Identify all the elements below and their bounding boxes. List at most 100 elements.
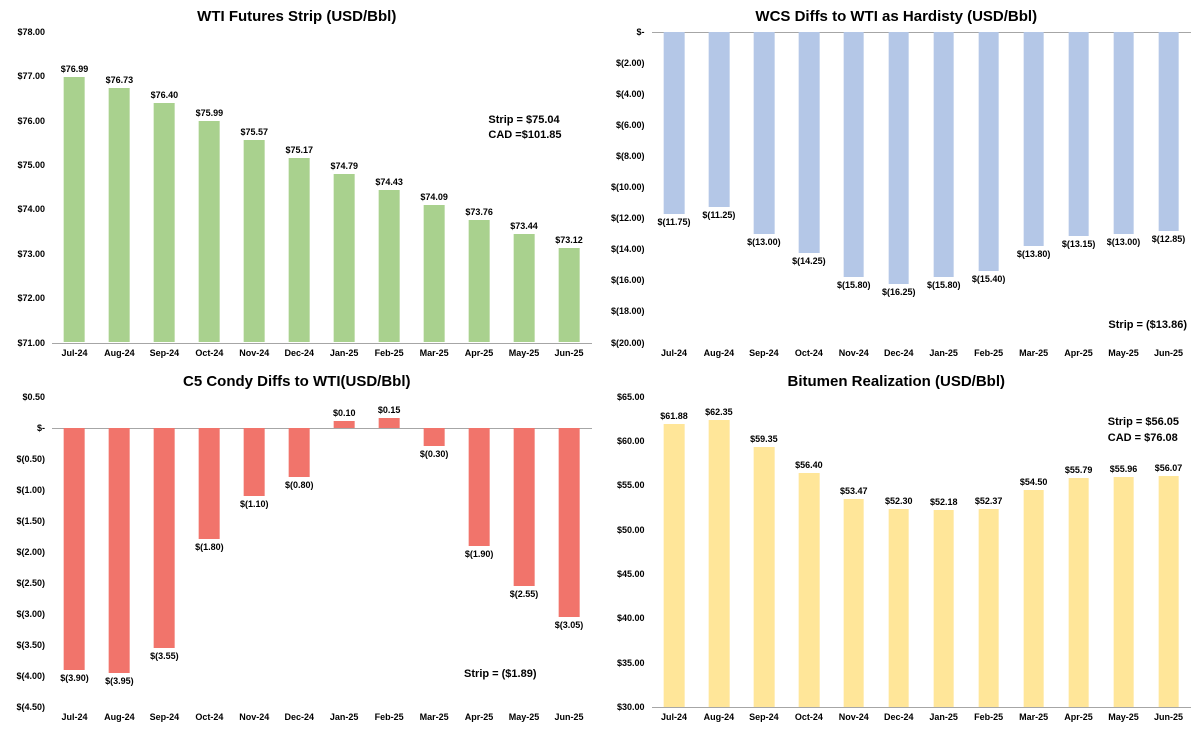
bar [663, 32, 685, 215]
bar-value-label: $(3.90) [60, 672, 89, 683]
x-tick-label: Sep-24 [749, 712, 779, 722]
bar-slot: $(16.25) [876, 32, 921, 343]
bar-slot: $(3.55) [142, 397, 187, 708]
bar [1113, 476, 1134, 707]
bar-value-label: $(11.25) [702, 209, 736, 220]
x-tick-label: Jan-25 [929, 347, 958, 358]
x-tick-label: Mar-25 [1019, 347, 1049, 358]
bar [708, 32, 730, 207]
bar [888, 32, 910, 285]
bar-value-label: $(3.05) [554, 619, 584, 630]
annotation-line: Strip = $75.04 [488, 113, 560, 126]
bar-slot: $(15.80) [921, 32, 966, 343]
bar [288, 427, 310, 478]
y-tick-label: $(1.50) [16, 515, 45, 526]
bar [798, 472, 820, 707]
bar [513, 427, 535, 586]
y-tick-label: $72.00 [17, 293, 45, 304]
y-tick-label: $65.00 [616, 391, 645, 402]
x-tick-label: Jun-25 [1153, 712, 1183, 722]
y-tick-label: $(10.00) [610, 182, 645, 193]
bar [333, 421, 355, 428]
bar-slot: $73.76 [457, 32, 502, 343]
x-tick-label: Dec-24 [284, 347, 314, 358]
x-tick-label: Feb-25 [374, 712, 404, 722]
bar-slot: $76.99 [52, 32, 97, 343]
bar-slot: $73.44 [502, 32, 547, 343]
bar [933, 510, 955, 707]
x-tick-label: May-25 [508, 347, 540, 358]
y-tick-label: $(14.00) [610, 244, 645, 255]
y-tick-label: $(4.00) [615, 89, 645, 100]
x-tick-label: Oct-24 [794, 347, 823, 358]
chart-title: Bitumen Realization (USD/Bbl) [787, 372, 1005, 390]
y-tick-label: $(4.50) [16, 702, 45, 712]
bar-value-label: $(12.85) [1151, 234, 1186, 245]
bar-slot: $(1.80) [187, 397, 232, 708]
bar-slot: $73.12 [547, 32, 592, 343]
bar-value-label: $52.18 [929, 497, 958, 508]
y-tick-label: $(6.00) [615, 120, 645, 131]
bar-slot: $55.79 [1056, 397, 1101, 708]
bar-slot: $76.73 [97, 32, 142, 343]
x-tick-label: Oct-24 [195, 347, 224, 358]
bar-slot: $75.17 [277, 32, 322, 343]
y-tick-label: $(0.50) [16, 453, 45, 464]
y-tick-label: $(18.00) [610, 306, 645, 317]
bar [708, 420, 730, 707]
x-tick-label: Aug-24 [104, 712, 135, 722]
x-tick-label: May-25 [1108, 712, 1139, 722]
y-axis: $65.00 $60.00 $55.00 $50.00 $45.00 $40.00 $35.… [602, 392, 652, 713]
bar [109, 427, 130, 673]
x-tick-label: Jun-25 [1153, 347, 1183, 358]
x-tick-label: Jun-25 [554, 347, 584, 358]
bar-value-label: $56.40 [795, 459, 823, 470]
chart-c5-condy-diffs: C5 Condy Diffs to WTI(USD/Bbl) $0.50 $- $(… [0, 365, 600, 729]
x-tick-label: Apr-25 [464, 347, 494, 358]
bar-slot: $62.35 [696, 397, 741, 708]
bar-slot: $(3.95) [97, 397, 142, 708]
annotation: Strip = ($1.89) [464, 667, 536, 682]
bar-value-label: $55.79 [1064, 465, 1093, 476]
x-tick-label: Aug-24 [703, 347, 735, 358]
x-axis: Jul-24 Aug-24 Sep-24 Oct-24 Nov-24 Dec-24 Jan-… [52, 343, 592, 363]
bar-slot: $(0.80) [277, 397, 322, 708]
bar [753, 446, 775, 707]
y-tick-label: $73.00 [17, 248, 45, 259]
bar-slot: $(13.15) [1056, 32, 1101, 343]
y-tick-label: $- [36, 422, 45, 433]
bar [1158, 32, 1179, 232]
bar-value-label: $(2.55) [509, 588, 539, 599]
x-tick-label: Jul-24 [660, 347, 687, 358]
y-tick-label: $(8.00) [615, 151, 645, 162]
x-tick-label: Nov-24 [838, 712, 869, 722]
bar-slot: $(0.30) [412, 397, 457, 708]
plot-area: Strip = $56.05 CAD = $76.08 $61.88 $62.35… [651, 397, 1191, 708]
bar-value-label: $(16.25) [881, 287, 916, 298]
bar-value-label: $(13.00) [1106, 236, 1141, 247]
bar-value-label: $(13.15) [1061, 239, 1096, 250]
y-tick-label: $45.00 [616, 568, 645, 579]
bar-slot: $(1.10) [232, 397, 277, 708]
bar-slot: $52.18 [921, 397, 966, 708]
y-tick-label: $40.00 [616, 613, 645, 624]
bar [243, 427, 265, 496]
bar-value-label: $76.40 [150, 89, 179, 100]
bar-slot: $(12.85) [1146, 32, 1191, 343]
x-tick-label: May-25 [508, 712, 540, 722]
bar-slot: $(3.05) [547, 397, 592, 708]
annotation: Strip = $56.05 CAD = $76.08 [1108, 415, 1179, 446]
x-tick-label: Jul-24 [660, 712, 687, 722]
y-axis: $0.50 $- $(0.50) $(1.00) $(1.50) $(2.00) $(2.5… [2, 392, 52, 713]
plot-area: Strip = $75.04 CAD =$101.85 $76.99 $76.73… [52, 32, 592, 344]
bar-slot: $(3.90) [52, 397, 97, 708]
bar-slot: $(13.00) [741, 32, 786, 343]
bar-slot: $(1.90) [457, 397, 502, 708]
bar-slot: $(15.40) [966, 32, 1011, 343]
bar-value-label: $0.10 [332, 408, 356, 419]
y-tick-label: $30.00 [616, 702, 645, 712]
x-tick-label: Aug-24 [104, 347, 135, 358]
bar-value-label: $(1.10) [240, 498, 269, 509]
bar [468, 220, 490, 343]
